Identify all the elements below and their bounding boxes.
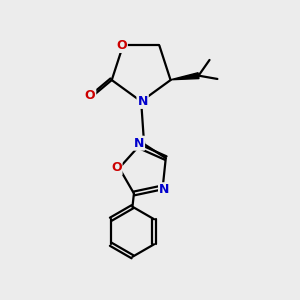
Text: O: O [85,89,95,102]
Text: O: O [111,161,122,175]
Polygon shape [170,73,199,80]
Text: O: O [116,39,127,52]
Text: N: N [137,95,148,108]
Text: N: N [134,137,144,150]
Text: N: N [159,183,169,196]
